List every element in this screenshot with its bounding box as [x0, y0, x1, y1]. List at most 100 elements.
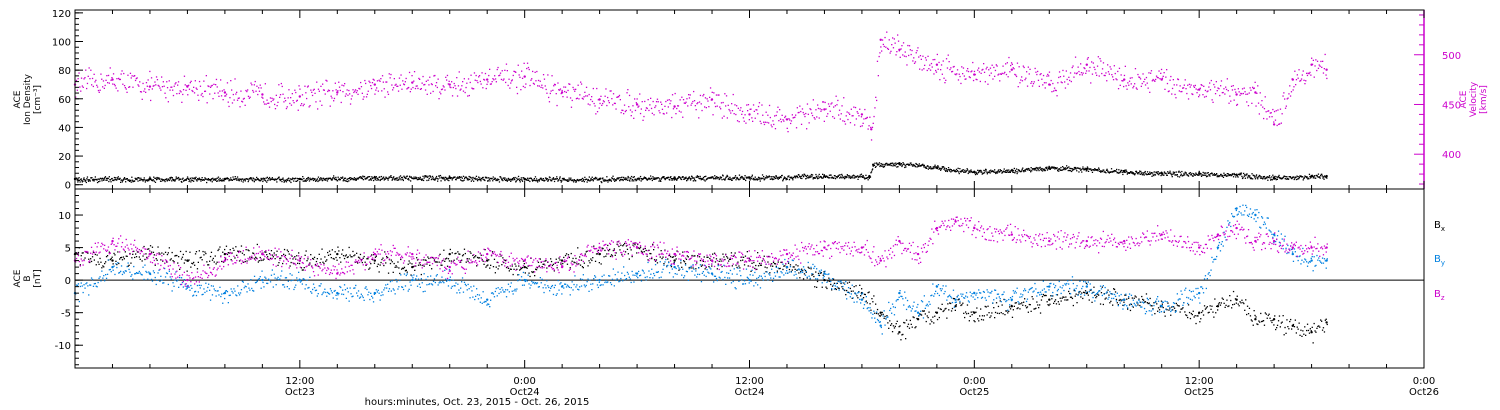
bx-series-point: [758, 262, 761, 265]
density-series-point: [725, 176, 728, 178]
density-series: [73, 162, 1328, 184]
density-series-point: [696, 175, 698, 177]
velocity-series-value-point: [898, 48, 901, 51]
density-series-point: [804, 175, 806, 177]
density-series-value-point: [823, 174, 826, 178]
velocity-series-point: [229, 97, 231, 99]
velocity-series-point: [614, 102, 616, 105]
velocity-series-point: [115, 87, 117, 89]
density-series-point: [498, 179, 500, 181]
bx-series-point: [535, 269, 538, 271]
velocity-series-point: [397, 85, 399, 87]
velocity-series-point: [130, 77, 132, 79]
bx-series-point: [419, 264, 421, 266]
bx-series-point: [267, 256, 269, 258]
velocity-series-point: [599, 102, 601, 105]
velocity-series-point: [1129, 77, 1131, 79]
bx-series-point: [669, 256, 672, 258]
density-series-point: [508, 179, 511, 181]
density-series-point: [98, 181, 100, 183]
density-series-point: [249, 178, 251, 180]
bx-series-point: [871, 298, 873, 300]
velocity-tick-label: 400: [1442, 150, 1461, 161]
bx-series-point: [536, 267, 539, 269]
bx-series-point: [391, 261, 393, 263]
velocity-series-point: [236, 99, 239, 101]
density-series-point: [1081, 168, 1083, 170]
bx-series-point: [736, 266, 738, 269]
density-series-point: [1223, 174, 1226, 177]
density-series-point: [306, 178, 308, 180]
velocity-series-point: [795, 127, 798, 129]
density-series-point: [390, 176, 393, 179]
density-series-point: [78, 177, 80, 179]
density-series-point: [763, 179, 765, 181]
density-series-point: [876, 163, 878, 165]
velocity-series-point: [268, 106, 271, 108]
bx-series-point: [963, 312, 965, 314]
density-series-point: [1057, 168, 1059, 170]
velocity-series-point: [1106, 80, 1108, 82]
velocity-series-point: [157, 84, 159, 87]
velocity-series-point: [966, 70, 968, 72]
velocity-series-point: [1258, 113, 1260, 115]
density-series-point: [1278, 174, 1280, 177]
bx-series-point: [294, 256, 296, 258]
bx-series: [73, 241, 1328, 344]
velocity-series-point: [897, 40, 900, 42]
bx-series-point: [448, 260, 451, 262]
bx-series-point: [710, 259, 712, 261]
velocity-series-point: [997, 74, 999, 76]
density-series-point: [1064, 167, 1067, 169]
density-series-point: [1077, 167, 1080, 169]
velocity-series-point: [198, 80, 201, 83]
density-series-point: [415, 177, 417, 180]
density-series-point: [675, 178, 677, 180]
velocity-series-point: [1289, 95, 1292, 97]
bx-series-point: [406, 271, 408, 273]
density-series-point: [514, 178, 516, 181]
velocity-series-point: [810, 108, 812, 111]
velocity-series-point: [478, 75, 481, 77]
bx-series-point: [356, 252, 358, 254]
velocity-series-point: [1263, 108, 1266, 110]
velocity-series-value-point: [1048, 83, 1051, 86]
density-series-point: [195, 176, 197, 178]
density-series-point: [573, 181, 575, 183]
density-series-value-point: [148, 177, 152, 181]
density-series-point: [1222, 174, 1224, 177]
velocity-series-point: [1275, 110, 1277, 112]
velocity-series-point: [103, 87, 105, 89]
bx-series-point: [644, 247, 646, 250]
bx-series-point: [421, 264, 423, 267]
density-series-point: [945, 170, 947, 172]
bx-series-point: [938, 316, 940, 319]
velocity-series-point: [387, 93, 390, 95]
density-series-point: [538, 180, 540, 182]
velocity-series-point: [1118, 67, 1121, 69]
bx-series-point: [129, 252, 131, 255]
density-series-point: [590, 177, 592, 180]
bx-series-point: [224, 258, 227, 260]
bx-series-point: [401, 267, 404, 269]
bx-series-point: [403, 266, 406, 268]
bx-series-point: [705, 266, 707, 269]
density-series-point: [1160, 174, 1162, 177]
velocity-series-point: [902, 54, 904, 56]
bx-series-point: [1101, 286, 1103, 288]
bx-series-point: [92, 251, 95, 253]
density-series-point: [660, 178, 662, 180]
density-series-point: [512, 177, 515, 179]
bx-series-point: [557, 261, 559, 263]
density-series-point: [283, 179, 285, 181]
velocity-series-point: [589, 104, 591, 106]
density-series-point: [144, 179, 146, 181]
bx-series-point: [545, 259, 547, 262]
velocity-series-point: [592, 87, 594, 90]
velocity-series-point: [1304, 83, 1306, 85]
bx-series-point: [1129, 309, 1132, 312]
velocity-series-point: [838, 114, 840, 116]
density-series-point: [843, 178, 846, 180]
velocity-series-point: [659, 112, 661, 114]
velocity-series-point: [443, 86, 445, 88]
